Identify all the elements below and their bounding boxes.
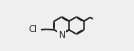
Text: Cl: Cl <box>29 25 38 34</box>
Text: N: N <box>58 31 65 40</box>
